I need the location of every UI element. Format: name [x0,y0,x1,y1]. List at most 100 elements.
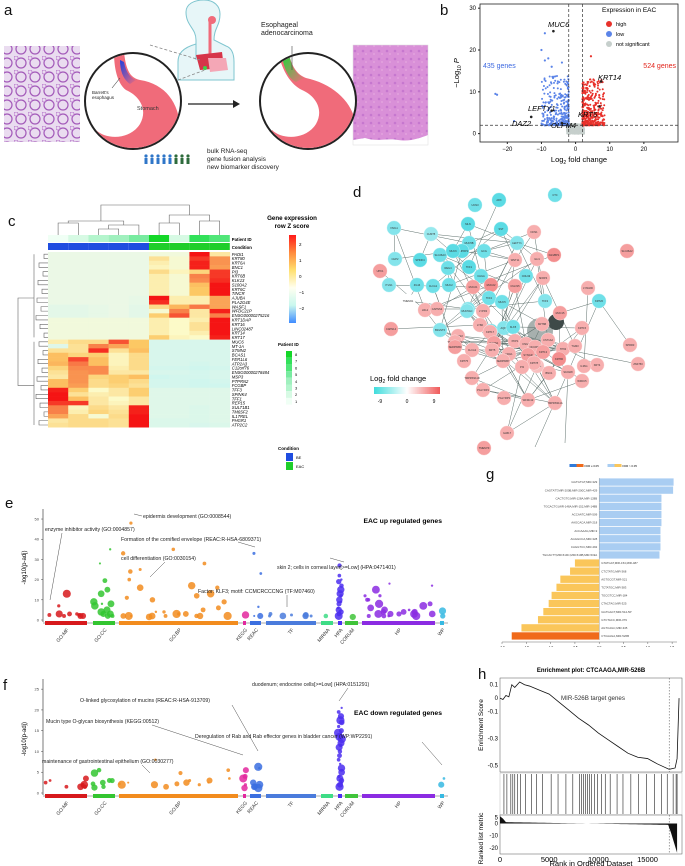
network-node: ZNF750 [630,356,646,372]
term-point [207,781,210,784]
heatmap-cell [189,304,210,310]
heatmap-cell [88,374,109,380]
point-low [560,100,563,103]
source-label: KEGG [235,800,249,815]
node-label: GCG [481,249,487,253]
node-circle [409,277,425,293]
condition-legend-swatch [286,453,293,461]
network-node: KRT6B [534,316,550,332]
node-label: TMPRSS11A [547,401,563,405]
term-point [221,599,227,605]
term-point [200,607,206,613]
term-point [127,781,130,784]
network-node: TFF1 [461,259,477,275]
point-high [600,115,603,118]
point-high [590,80,593,83]
term-point [334,611,343,620]
heatmap-cell [149,278,170,283]
node-circle [491,192,507,208]
heatmap-cell [149,383,170,389]
network-node: LEFTY1 [509,235,525,251]
heatmap-cell [149,265,170,270]
heatmap-cell [88,383,109,389]
point-low [564,96,567,99]
point-low [559,94,562,97]
heatmap-cell [48,352,69,358]
heatmap-cell [169,313,190,318]
point-low [544,111,547,114]
heatmap-cell [209,374,231,380]
heatmap-cell [209,365,231,371]
heatmap-cell [48,330,69,336]
node-label: MUC22 [487,283,496,287]
point-high [594,116,597,119]
heatmap-cell [68,326,89,332]
point-low [560,111,563,114]
point-low [553,109,556,112]
point-high [589,96,592,99]
node-circle [496,390,512,406]
point-high [589,55,593,58]
heatmap-cell [149,414,170,419]
heatmap: Patient ID Condition PADI1KRT80KRT6ABNC1PI… [17,204,317,470]
point-high [582,87,585,90]
point-high [594,92,597,95]
term-point [254,762,263,771]
heatmap-cell [88,357,109,362]
heatmap-cell [128,252,150,257]
point-high [591,89,594,92]
heatmap-cell [209,317,231,323]
panel-label-h: h [478,666,487,683]
fc-tick: 9 [433,399,436,405]
heatmap-cell [88,326,109,332]
gene-label: KRT16 [232,322,246,327]
source-label: HP [394,627,403,637]
condition-legend-swatch [286,462,293,470]
panel-a: Esophageal adenocarcinoma Barrett's esop… [0,0,455,185]
point-low [564,93,567,96]
point-low [556,113,559,116]
heatmap-cell [128,414,150,419]
node-circle [440,260,456,276]
gene-label: KRT6C [232,287,247,292]
node-label: NCCRP1 [530,345,541,349]
heatmap-cell [169,348,190,354]
point-high [600,107,603,110]
heatmap-cell [209,348,231,354]
network-node: ITLN1 [381,277,397,293]
annotation-leader [329,557,345,563]
gene-label: PHGR1 [232,418,246,423]
term-point [196,612,204,620]
heatmap-cell [169,422,190,428]
gene-label: PLA2G4E [232,300,251,305]
heatmap-cell [189,414,210,419]
heatmap-cell [68,343,89,349]
point-high [582,81,585,84]
condition-cell [48,243,69,250]
legend-swatch [569,464,577,467]
x-tick-label: 15000 [637,855,658,864]
network-edge [393,227,426,311]
heatmap-cell [128,317,150,323]
point-high [603,118,606,121]
point-high [586,91,589,94]
heatmap-cell [149,256,170,262]
point-high [587,111,590,114]
x-tick-label: −10 [536,147,547,153]
nes-bar-label: TGCACTG,MIR-148A,MIR-152,MIR-148B [544,505,598,509]
network-node: KRT15 [574,320,590,336]
heatmap-cell [169,387,190,393]
network-edge [527,380,583,401]
heatmap-cell [48,343,69,349]
point-high [588,85,591,88]
y-tick-label: 25 [35,687,40,692]
heatmap-cell [209,422,231,428]
x-tick-label: -1.0 [548,645,554,647]
patient-legend-label: 7 [295,359,298,364]
row-label-condition: Condition [232,245,252,250]
point-low [548,117,551,120]
patient-id-cell [209,235,230,242]
node-label: MUC2 [445,283,453,287]
point-low [546,86,549,89]
heatmap-cell [169,287,190,292]
